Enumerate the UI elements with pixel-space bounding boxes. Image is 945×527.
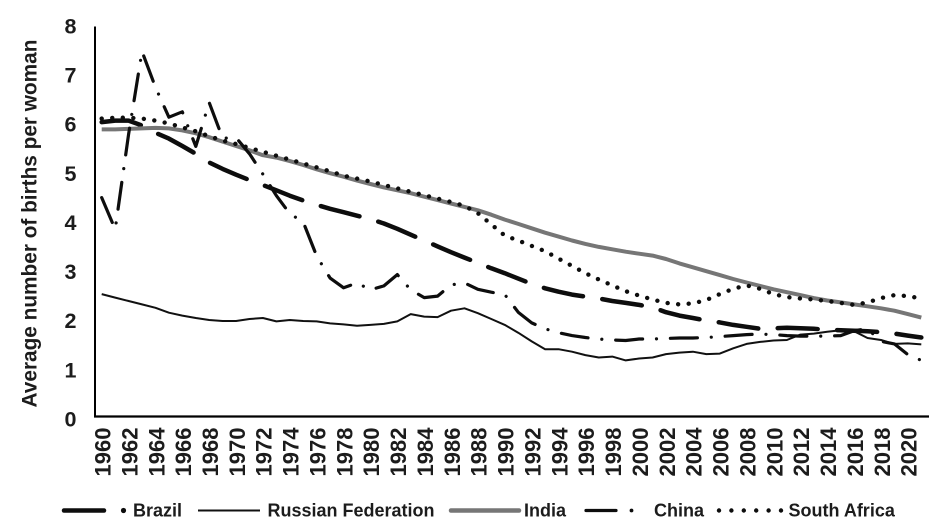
svg-text:7: 7 [65, 64, 77, 88]
svg-text:2: 2 [65, 309, 77, 333]
svg-text:1968: 1968 [198, 428, 223, 477]
svg-text:3: 3 [65, 260, 77, 284]
svg-text:2010: 2010 [762, 428, 787, 477]
svg-text:2018: 2018 [870, 428, 895, 477]
svg-text:1998: 1998 [601, 428, 626, 477]
svg-text:2002: 2002 [655, 428, 680, 477]
svg-text:1978: 1978 [332, 428, 357, 477]
svg-text:5: 5 [65, 162, 77, 186]
svg-text:1988: 1988 [467, 428, 492, 477]
svg-text:4: 4 [65, 211, 77, 235]
svg-text:Brazil: Brazil [133, 501, 182, 521]
svg-text:India: India [524, 501, 567, 521]
svg-text:1960: 1960 [91, 428, 116, 477]
svg-text:6: 6 [65, 113, 77, 137]
svg-text:1962: 1962 [117, 428, 142, 477]
svg-text:South Africa: South Africa [789, 501, 896, 521]
svg-text:8: 8 [65, 14, 77, 38]
svg-text:2000: 2000 [628, 428, 653, 477]
svg-text:1980: 1980 [359, 428, 384, 477]
svg-text:0: 0 [65, 407, 77, 431]
svg-text:1970: 1970 [225, 428, 250, 477]
svg-text:Russian Federation: Russian Federation [268, 501, 435, 521]
svg-text:1972: 1972 [252, 428, 277, 477]
svg-text:1964: 1964 [144, 427, 169, 477]
svg-text:1992: 1992 [521, 428, 546, 477]
svg-text:2014: 2014 [816, 427, 841, 477]
svg-text:1: 1 [65, 358, 77, 382]
svg-text:2006: 2006 [709, 428, 734, 477]
svg-text:1984: 1984 [413, 427, 438, 477]
svg-text:Average number of births per w: Average number of births per woman [19, 40, 42, 408]
svg-text:China: China [654, 501, 705, 521]
svg-text:2016: 2016 [843, 428, 868, 477]
svg-text:1986: 1986 [440, 428, 465, 477]
svg-text:1982: 1982 [386, 428, 411, 477]
svg-text:1994: 1994 [547, 427, 572, 477]
svg-text:1976: 1976 [306, 428, 331, 477]
svg-text:2008: 2008 [735, 428, 760, 477]
svg-text:2012: 2012 [789, 428, 814, 477]
svg-text:1996: 1996 [574, 428, 599, 477]
svg-text:1974: 1974 [279, 427, 304, 477]
svg-text:2020: 2020 [897, 428, 922, 477]
svg-text:2004: 2004 [682, 427, 707, 477]
svg-text:1990: 1990 [494, 428, 519, 477]
svg-text:1966: 1966 [171, 428, 196, 477]
